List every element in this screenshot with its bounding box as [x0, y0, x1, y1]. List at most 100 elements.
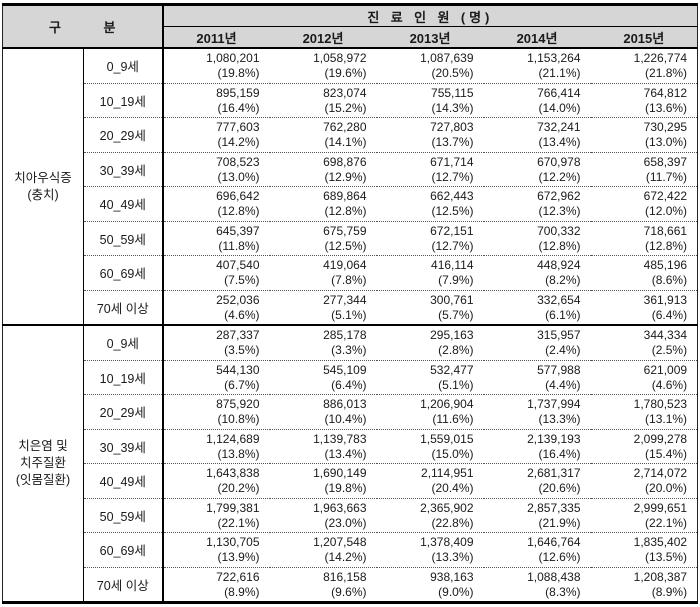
patient-percent: (2.4%): [545, 343, 581, 358]
header-row-top: 구 분 진 료 인 원 (명): [2, 4, 698, 49]
patient-percent: (9.0%): [438, 584, 474, 599]
table-row: 70세 이상 252,036 (4.6%) 277,344 (5.1%) 300,761(…: [3, 289, 698, 325]
patient-percent: (14.2%): [324, 550, 367, 565]
patient-count: 1,153,264: [527, 51, 581, 66]
patient-count: 766,414: [537, 85, 581, 100]
data-cell: 287,337 (3.5%): [162, 324, 270, 360]
table-row: 치아우식증 (충치) 0_9세 1,080,201 (19.8%) 1,058,972 (1…: [2, 48, 698, 325]
patient-percent: (13.0%): [645, 135, 688, 150]
table-row: 10_19세 544,130 (6.7%) 545,109 (6.4%) 532,477(…: [3, 359, 698, 395]
patient-percent: (13.4%): [324, 446, 367, 461]
disease-label: 치아우식증 (충치): [2, 48, 84, 325]
patient-percent: (12.9%): [324, 169, 367, 184]
patient-percent: (13.4%): [538, 135, 581, 150]
data-cell: 285,178 (3.3%): [269, 324, 377, 360]
patient-count: 662,443: [430, 189, 474, 204]
patient-count: 2,681,317: [527, 466, 581, 481]
patient-count: 300,761: [430, 292, 474, 307]
patient-percent: (13.0%): [217, 169, 260, 184]
table-row: 40_49세 1,643,838 (20.2%) 1,690,149 (19.8%) 2,…: [3, 463, 698, 498]
patient-percent: (11.8%): [218, 238, 260, 253]
patient-count: 1,799,381: [206, 500, 260, 515]
patient-count: 1,207,548: [313, 535, 367, 550]
patient-count: 1,643,838: [206, 466, 260, 481]
data-cell: 1,124,689 (13.8%): [162, 428, 270, 464]
patient-percent: (8.2%): [545, 273, 581, 288]
age-group-label: 20_29세: [83, 394, 164, 429]
patient-percent: (20.6%): [538, 481, 581, 496]
data-cell: 823,074 (15.2%): [269, 82, 377, 118]
patient-count: 361,913: [643, 292, 688, 307]
patient-percent: (3.5%): [224, 343, 260, 358]
patient-percent: (10.4%): [324, 412, 367, 427]
patient-count: 730,295: [643, 120, 688, 135]
patient-count: 672,422: [643, 189, 688, 204]
data-cell: 344,334 (2.5%): [590, 324, 698, 360]
patient-percent: (2.8%): [438, 343, 474, 358]
data-cell: 1,559,015 (15.0%): [376, 428, 484, 464]
patient-count: 698,876: [323, 154, 367, 169]
data-cell: 672,422 (12.0%): [590, 186, 698, 221]
table-row: 60_69세 1,130,705 (13.9%) 1,207,548 (14.2%) 1,…: [3, 532, 698, 567]
data-cell: 766,414 (14.0%): [483, 82, 591, 118]
data-cell: 895,159 (16.4%): [162, 82, 270, 118]
patient-count: 1,080,201: [206, 51, 260, 66]
patient-count: 708,523: [216, 154, 260, 169]
data-cell: 670,978 (12.2%): [483, 151, 591, 187]
data-cell: 662,443 (12.5%): [376, 186, 484, 221]
year-header-4: 2014년: [483, 26, 591, 49]
patient-percent: (14.2%): [217, 135, 260, 150]
patient-count: 895,159: [216, 85, 260, 100]
age-group-label: 50_59세: [83, 220, 164, 256]
patient-percent: (20.0%): [645, 481, 688, 496]
table-row: 20_29세 875,920 (10.8%) 886,013 (10.4%) 1,206,…: [3, 394, 698, 429]
patient-percent: (12.3%): [538, 204, 581, 219]
data-cell: 407,540 (7.5%): [162, 255, 270, 290]
patient-percent: (21.1%): [538, 66, 581, 81]
patient-percent: (6.1%): [545, 307, 581, 322]
patient-percent: (15.4%): [645, 446, 688, 461]
patient-percent: (14.3%): [431, 100, 474, 115]
data-cell: 1,643,838 (20.2%): [162, 463, 270, 498]
patient-count: 1,088,438: [527, 569, 581, 584]
patient-count: 1,646,764: [527, 535, 581, 550]
data-cell: 332,654 (6.1%): [483, 289, 591, 325]
patient-count: 1,963,663: [313, 500, 367, 515]
patient-count: 696,642: [216, 189, 260, 204]
data-cell: 689,864 (12.8%): [269, 186, 377, 221]
patient-count: 875,920: [216, 397, 260, 412]
disease-label-line: 치은염 및: [18, 439, 68, 453]
patient-count: 1,559,015: [420, 431, 474, 446]
data-cell: 764,812 (13.6%): [590, 82, 698, 118]
patient-percent: (6.4%): [331, 377, 367, 392]
data-cell: 361,913 (6.4%): [590, 289, 698, 325]
patient-percent: (12.8%): [324, 204, 367, 219]
table-row: 10_19세 895,159 (16.4%) 823,074 (15.2%) 755,11…: [3, 82, 698, 118]
age-group-label: 40_49세: [83, 186, 164, 221]
data-cell: 1,207,548 (14.2%): [269, 532, 377, 567]
patient-count: 1,835,402: [633, 535, 688, 550]
data-cell: 1,799,381 (22.1%): [162, 497, 270, 533]
data-cell: 2,681,317 (20.6%): [483, 463, 591, 498]
data-cell: 1,058,972 (19.6%): [270, 48, 377, 83]
patient-percent: (9.6%): [331, 584, 367, 599]
patient-percent: (12.5%): [431, 204, 474, 219]
data-cell: 416,114 (7.9%): [376, 255, 484, 290]
data-cell: 875,920 (10.8%): [162, 394, 270, 429]
patient-count: 700,332: [537, 223, 581, 238]
patient-count: 1,208,387: [633, 569, 688, 584]
data-cell: 730,295 (13.0%): [590, 117, 698, 152]
patient-percent: (23.0%): [324, 515, 367, 530]
patients-count-header: 진 료 인 원 (명): [162, 4, 698, 27]
patient-count: 823,074: [323, 85, 367, 100]
patient-percent: (12.8%): [217, 204, 260, 219]
patient-percent: (22.1%): [217, 515, 260, 530]
patient-count: 938,163: [430, 569, 474, 584]
patient-percent: (4.6%): [224, 307, 260, 322]
patient-percent: (2.5%): [651, 343, 688, 358]
patient-count: 577,988: [537, 362, 581, 377]
data-cell: 672,962 (12.3%): [483, 186, 591, 221]
patient-count: 344,334: [643, 328, 688, 343]
patient-percent: (4.4%): [545, 377, 581, 392]
patients-by-age-table: 구 분 진 료 인 원 (명) 2011년 2012년 2013년 2014년 2015…: [2, 3, 699, 604]
